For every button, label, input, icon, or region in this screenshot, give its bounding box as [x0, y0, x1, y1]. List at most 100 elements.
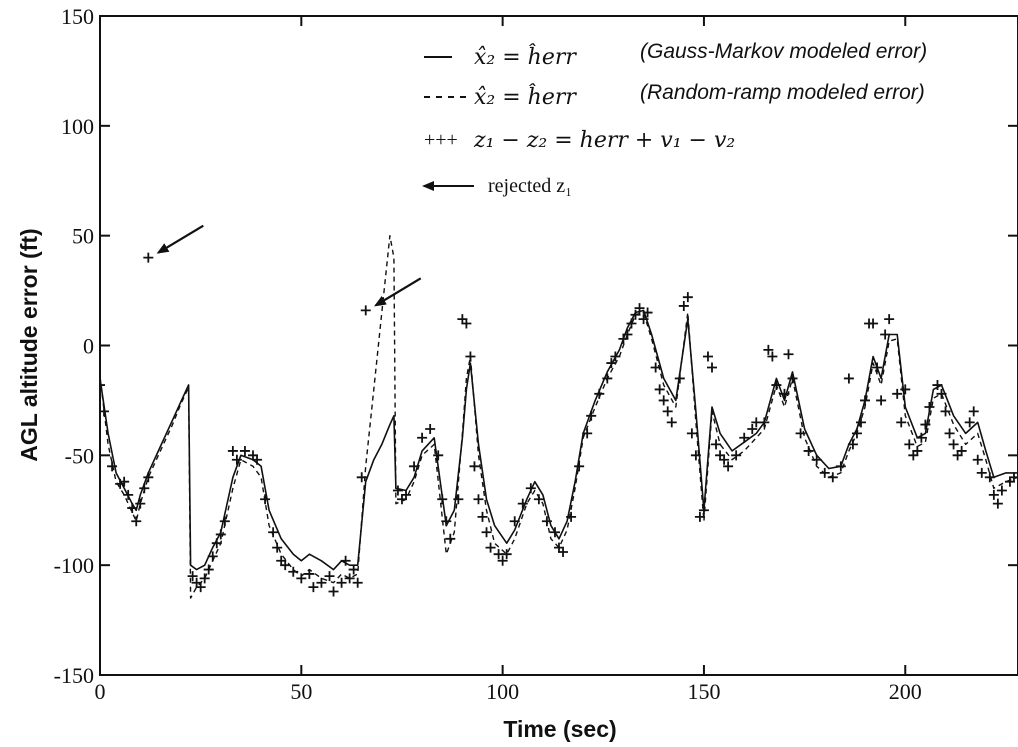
measurement-point — [739, 432, 750, 443]
measurement-point — [582, 428, 593, 439]
x-tick-label: 100 — [486, 679, 519, 704]
measurement-point — [707, 362, 717, 373]
measurement-point — [759, 417, 770, 428]
y-tick-label: 0 — [83, 334, 94, 359]
x-tick-label: 200 — [889, 679, 922, 704]
y-tick-label: -50 — [65, 443, 94, 468]
measurement-point — [501, 549, 512, 560]
measurement-point — [558, 546, 569, 557]
measurement-point — [694, 511, 705, 522]
measurement-point — [445, 533, 456, 544]
measurement-point — [143, 252, 154, 263]
measurement-point — [187, 571, 198, 582]
measurement-point — [143, 472, 154, 483]
measurement-point — [731, 450, 742, 461]
measurement-point — [900, 384, 911, 395]
measurement-point — [630, 309, 641, 320]
measurement-point — [904, 439, 915, 450]
measurement-point — [855, 417, 866, 428]
measurement-point — [409, 461, 420, 472]
measurement-point — [972, 454, 983, 465]
measurement-point — [803, 445, 814, 456]
measurement-point — [525, 483, 536, 494]
measurement-point — [843, 373, 854, 384]
measurement-point — [586, 410, 597, 421]
measurement-point — [352, 577, 363, 588]
measurement-point — [392, 485, 403, 496]
measurement-point — [344, 573, 355, 584]
measurement-point — [219, 516, 230, 527]
measurement-point — [626, 318, 637, 329]
measurement-point — [296, 573, 307, 584]
measurement-point — [417, 432, 428, 443]
measurement-point — [252, 454, 263, 465]
y-tick-label: 50 — [72, 224, 94, 249]
legend-note-1: (Gauss-Markov modeled error) — [640, 40, 927, 63]
measurement-point — [509, 516, 520, 527]
measurement-point — [123, 489, 134, 500]
legend-entry-gauss-markov: x̂₂ = ĥerr (Gauss-Markov modeled error) — [424, 40, 927, 70]
measurement-point — [100, 380, 105, 391]
measurement-point — [763, 344, 774, 355]
measurement-point — [674, 373, 685, 384]
rejected-arrows — [156, 224, 422, 307]
measurement-point — [654, 384, 665, 395]
measurement-point — [892, 388, 903, 399]
measurement-point — [936, 388, 947, 399]
measurement-point — [135, 498, 146, 509]
measurement-point — [195, 582, 206, 593]
measurement-point — [912, 445, 923, 456]
legend: x̂₂ = ĥerr (Gauss-Markov modeled error) … — [422, 40, 927, 197]
measurement-point — [964, 417, 975, 428]
measurement-point — [473, 494, 484, 505]
measurement-point — [260, 494, 271, 505]
measurement-point — [1008, 472, 1018, 483]
series-layer — [100, 235, 1018, 599]
measurement-point — [606, 358, 617, 369]
measurement-point — [425, 423, 436, 434]
measurement-point — [517, 498, 528, 509]
measurement-point — [666, 417, 677, 428]
legend-math-3: z₁ − z₂ = herr + v₁ − v₂ — [473, 128, 735, 153]
measurement-point — [924, 402, 935, 413]
legend-entry-measurement: +++ z₁ − z₂ = herr + v₁ − v₂ — [424, 128, 735, 153]
y-tick-label: -100 — [54, 553, 94, 578]
measurement-point — [107, 461, 118, 472]
measurement-point — [602, 373, 613, 384]
measurement-point — [948, 439, 959, 450]
measurement-point — [920, 419, 931, 430]
x-axis-title: Time (sec) — [503, 716, 616, 742]
measurement-point — [686, 428, 697, 439]
measurement-point — [477, 511, 488, 522]
measurement-point — [719, 454, 730, 465]
x-tick-label: 0 — [95, 679, 106, 704]
measurement-point — [847, 439, 858, 450]
measurement-point — [779, 388, 790, 399]
measurement-point — [916, 432, 927, 443]
measurement-point — [356, 472, 367, 483]
measurement-point — [360, 305, 371, 316]
measurement-point — [497, 555, 508, 566]
measurement-point — [316, 577, 327, 588]
measurement-point — [868, 318, 879, 329]
plot-area-frame — [99, 15, 1018, 676]
measurement-point — [211, 538, 222, 549]
measurement-point — [642, 307, 653, 318]
measurement-point — [401, 489, 411, 500]
measurement-point — [944, 428, 955, 439]
legend-entry-rejected: rejected z₁ — [422, 175, 572, 197]
measurement-point — [453, 494, 464, 505]
measurement-point — [239, 445, 250, 456]
measurement-point — [441, 516, 452, 527]
measurement-point — [566, 511, 577, 522]
measurement-point — [682, 292, 693, 303]
legend-rejected-label: rejected z₁ — [488, 175, 572, 197]
measurement-point — [622, 329, 633, 340]
measurement-point — [272, 542, 283, 553]
rejected-point-arrow — [374, 277, 422, 307]
measurement-point — [662, 406, 673, 417]
measurement-point — [783, 349, 794, 360]
y-tick-label: 150 — [61, 4, 94, 29]
measurement-point — [324, 571, 335, 582]
measurement-point — [932, 380, 943, 391]
